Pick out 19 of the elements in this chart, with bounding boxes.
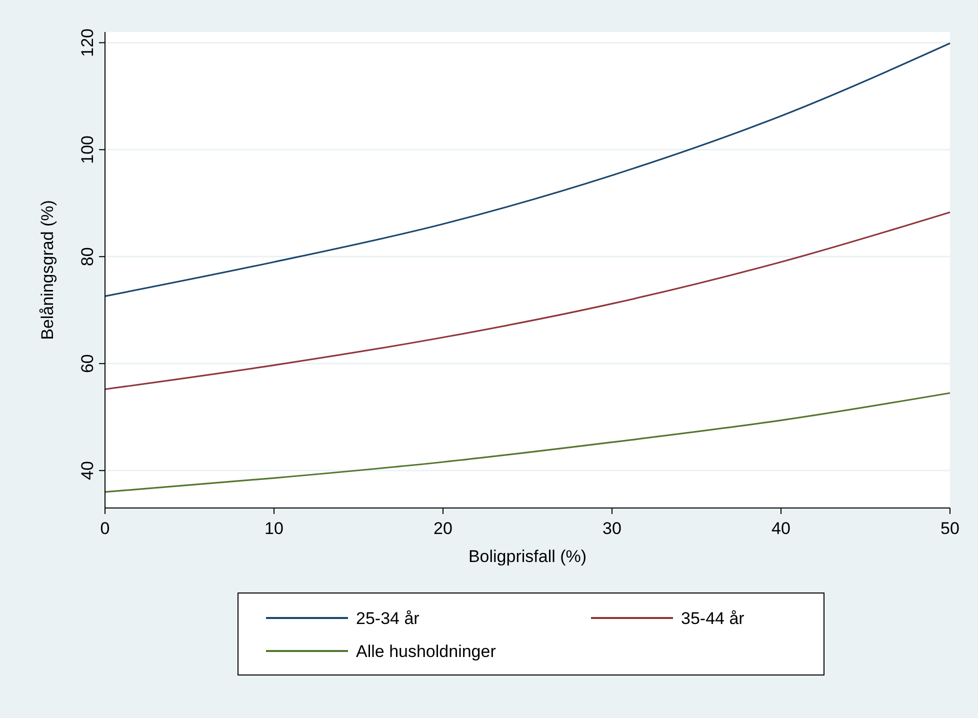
y-tick-label: 80 <box>78 247 97 266</box>
x-tick-label: 50 <box>940 519 960 538</box>
line-series <box>104 42 951 298</box>
x-tick-label: 20 <box>434 519 452 538</box>
x-tick-label: 0 <box>100 519 110 538</box>
x-tick-label: 30 <box>602 519 622 538</box>
legend-label: Alle husholdninger <box>356 642 496 661</box>
y-tick-label: 60 <box>78 354 97 374</box>
y-tick-label: 40 <box>78 461 97 480</box>
y-tick-label: 120 <box>78 28 97 57</box>
x-tick-label: 10 <box>264 519 284 538</box>
y-tick-label: 100 <box>78 135 97 164</box>
line-series <box>104 392 951 493</box>
x-tick-label: 40 <box>772 519 790 538</box>
legend-label: 25-34 år <box>356 609 420 628</box>
line-series <box>104 211 951 390</box>
x-axis-title: Boligprisfall (%) <box>468 547 587 566</box>
legend-label: 35-44 år <box>681 609 745 628</box>
y-axis-title: Belåningsgrad (%) <box>38 200 57 340</box>
